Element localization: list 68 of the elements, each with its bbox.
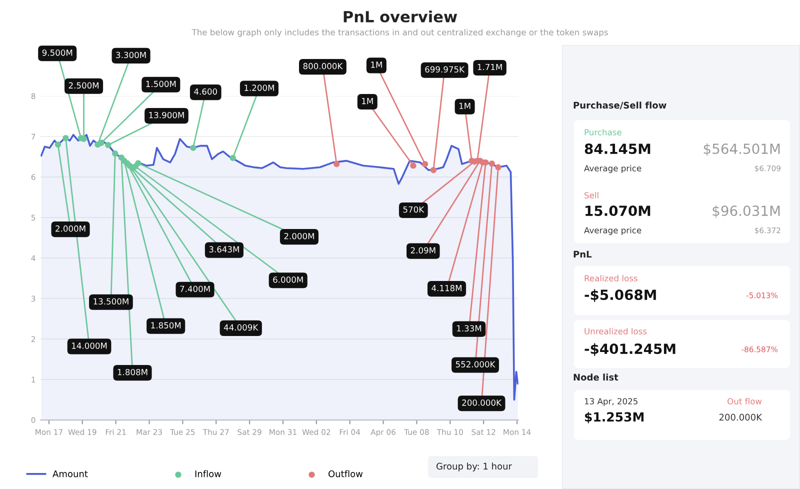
text: 200.000K [719,414,762,421]
annotation: 2.000M [284,232,314,240]
text: Node list [574,374,618,381]
text: $1.253M [584,412,644,424]
annotation: 800.000K [303,62,343,70]
annotation: 9.500M [42,50,72,56]
chart-title: PnL overview [344,10,458,22]
annotation: 13.900M [149,112,184,118]
text: Unrealized loss [584,328,647,334]
point [62,135,69,142]
text: Purchase/Sell flow [574,102,666,110]
annotation: 1M [362,98,373,104]
point [54,142,62,148]
annotation: 1.33M [457,325,482,332]
text: Sell [584,192,598,198]
text: Group by: 1 hour [436,462,512,472]
point [135,160,142,166]
point [495,164,502,170]
annotation: 1.200M [244,84,274,91]
text: Average price [584,226,642,236]
point [190,144,196,151]
annotation: 1.808M [118,368,148,376]
text: 84.145M [584,144,650,154]
annotation: 1M [459,102,470,109]
point [410,162,416,169]
text: Purchase [584,128,622,136]
annotation: 4.600 [194,88,218,95]
text: $564.501M [704,143,780,156]
point [112,150,118,157]
text: -$401.245M [584,343,676,356]
annotation: 3.643M [209,246,239,252]
annotation: 1M [371,62,382,68]
annotation: 13.500M [94,298,128,305]
annotation: 1.500M [146,80,176,88]
point [430,167,437,174]
text: 15.070M [586,206,650,216]
text: -$5.068M [584,289,656,302]
annotation: 14.000M [72,342,107,349]
annotation: 570K [403,206,424,213]
annotation: 3.300M [116,52,146,58]
point [422,160,428,168]
text: Out flow [728,398,762,404]
point [105,142,112,148]
annotation: 699.975K [425,66,465,73]
text: 13 Apr, 2025 [584,398,638,406]
point [488,160,496,167]
annotation: 1.850M [151,322,181,328]
point [230,154,236,162]
annotation: 7.400M [180,286,210,292]
chart-subtitle: The below graph only includes the transactions in and out centralized exchange or the token swaps [192,28,608,38]
text: Realized loss [584,274,638,282]
point [334,160,340,168]
legend-label: Amount [52,470,88,478]
annotation: 4.118M [432,284,462,292]
annotation: 2.09M [410,247,436,254]
point [80,136,87,142]
text: $96.031M [712,205,780,218]
annotation: 552.000K [456,361,496,368]
annotation: 1.71M [478,64,502,70]
annotation: 6.000M [273,276,303,283]
text: Average price [584,164,642,174]
legend-label: Inflow [195,470,222,478]
annotation: 2.500M [68,82,98,89]
annotation: 200.000K [462,400,502,406]
text: PnL [574,250,592,258]
legend-label: Outflow [328,470,363,478]
annotation: 44.009K [224,324,258,331]
annotation: 2.000M [56,225,86,232]
